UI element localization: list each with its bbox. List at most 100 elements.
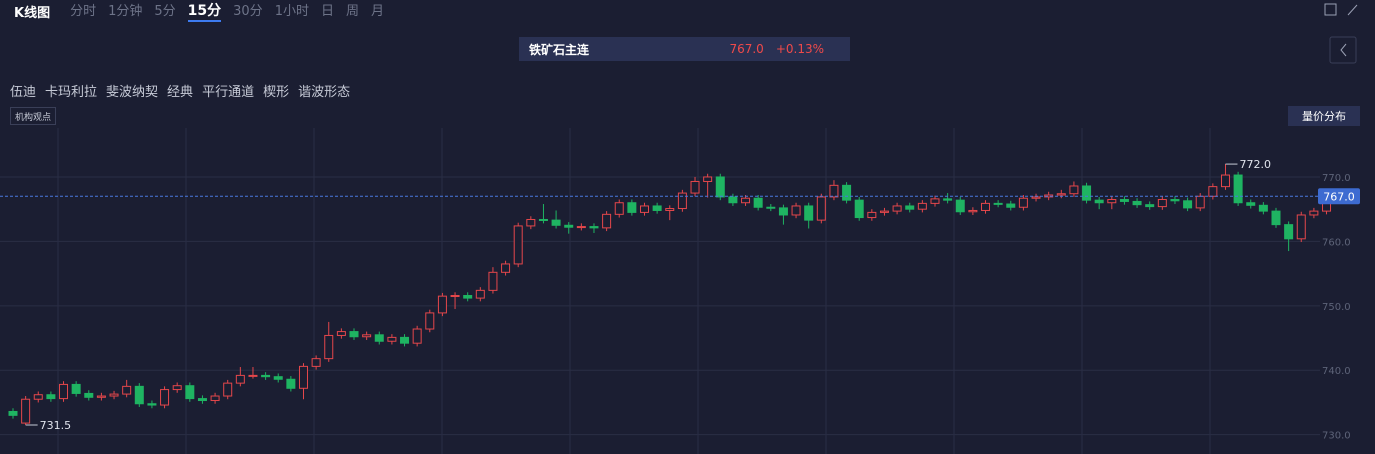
side-button[interactable]: 量价分布 <box>1288 106 1360 126</box>
candle-body <box>1145 204 1155 208</box>
candle-body <box>400 336 410 344</box>
tools: 伍迪 卡玛利拉 斐波纳契 经典 平行通道 楔形 谐波形态 <box>10 81 350 100</box>
candle-body <box>122 385 132 395</box>
candle-body <box>993 202 1003 205</box>
candle-body <box>134 385 144 405</box>
tool[interactable]: 平行通道 <box>202 85 255 100</box>
candle-body <box>261 374 271 378</box>
tag[interactable]: 机构观点 <box>10 107 57 125</box>
candle-body <box>741 197 751 204</box>
candle-body <box>71 383 81 394</box>
candle-body <box>589 226 599 229</box>
candle-body <box>1233 174 1243 204</box>
annotation-label: 772.0 <box>1239 158 1271 171</box>
candle-body <box>1296 214 1306 240</box>
candle-body <box>336 331 346 336</box>
chart-type[interactable]: K线图 <box>14 5 51 21</box>
candle-body <box>501 263 511 273</box>
candle-body <box>652 205 662 211</box>
candle-body <box>1309 210 1319 216</box>
candle-body <box>349 331 359 338</box>
candle-body <box>33 394 43 400</box>
period-tab[interactable]: 30分 <box>233 4 263 19</box>
y-tick-label: 750.0 <box>1322 302 1351 313</box>
candle-body <box>715 176 725 198</box>
candle-body <box>1132 200 1142 206</box>
candle-body <box>766 206 776 209</box>
candle-body <box>829 184 839 198</box>
y-tick-label: 770.0 <box>1322 173 1351 184</box>
candle-body <box>955 199 965 213</box>
candle-body <box>1170 199 1180 202</box>
candle-body <box>21 398 31 424</box>
symbol-name: 铁矿石主连 <box>529 42 590 57</box>
candle-body <box>930 198 940 204</box>
collapse-icon <box>1340 43 1347 57</box>
candle-body <box>475 289 485 299</box>
candle-body <box>576 226 586 229</box>
symbol-box[interactable]: 铁矿石主连 767.0 +0.13% <box>519 37 850 61</box>
period-tab[interactable]: 1分钟 <box>108 4 143 19</box>
period-tab[interactable]: 5分 <box>154 4 176 19</box>
current-price-box <box>1318 188 1360 205</box>
candle-body <box>96 395 106 398</box>
candle-body <box>1271 210 1281 226</box>
candle-body <box>8 410 18 416</box>
tool[interactable]: 斐波纳契 <box>106 85 159 100</box>
tool[interactable]: 卡玛利拉 <box>45 85 98 100</box>
symbol-price: 767.0 <box>729 42 764 56</box>
candle-body <box>387 336 397 342</box>
candle-body <box>1220 174 1230 188</box>
candle-body <box>1183 200 1193 209</box>
candle-body <box>412 328 422 344</box>
candle-body <box>627 202 637 213</box>
tool[interactable]: 楔形 <box>263 85 290 100</box>
candle-body <box>677 192 687 210</box>
candle-body <box>905 205 915 210</box>
candle-body <box>248 374 258 377</box>
candle-body <box>564 224 574 228</box>
period-tab[interactable]: 1小时 <box>274 4 309 19</box>
expand-icon[interactable] <box>1347 4 1358 16</box>
candle-body <box>640 205 649 213</box>
candle-body <box>791 205 801 216</box>
candle-body <box>943 198 953 201</box>
candle-body <box>298 365 308 389</box>
candle-body <box>690 180 700 194</box>
candle-body <box>1056 193 1066 196</box>
candle-body <box>374 334 384 342</box>
candle-body <box>513 225 523 265</box>
tool[interactable]: 伍迪 <box>10 85 37 100</box>
candle-body <box>235 374 245 384</box>
candle-body <box>1284 224 1294 240</box>
candle-body <box>425 312 435 330</box>
candle-body <box>286 378 296 389</box>
current-price-label: 767.0 <box>1323 190 1355 203</box>
period-tab[interactable]: 15分 <box>187 0 222 22</box>
candle-body <box>551 219 561 226</box>
tool[interactable]: 经典 <box>167 85 194 100</box>
candle-body <box>602 213 612 229</box>
y-tick-label: 760.0 <box>1322 237 1351 248</box>
candle-body <box>450 295 460 298</box>
period-tab[interactable]: 周 <box>345 4 359 19</box>
collapse-button[interactable] <box>1329 36 1357 64</box>
candle-body <box>842 184 852 201</box>
candle-body <box>84 392 94 398</box>
candle-body <box>1031 196 1041 199</box>
tool[interactable]: 谐波形态 <box>298 85 351 100</box>
candle-body <box>273 376 283 380</box>
candle-body <box>1069 185 1079 195</box>
periods: 分时 1分钟 5分 15分 30分 1小时日周月 <box>70 0 396 22</box>
period-tab[interactable]: 分时 <box>70 4 97 19</box>
candle-body <box>59 383 69 400</box>
period-tab[interactable]: 月 <box>371 4 385 19</box>
candle-body <box>1094 199 1104 204</box>
toolbar: K线图 分时 1分钟 5分 15分 30分 1小时日周月 <box>0 0 396 22</box>
symbol-change: +0.13% <box>775 42 824 56</box>
period-tab[interactable]: 日 <box>320 4 334 19</box>
layout-icon[interactable] <box>1324 3 1337 16</box>
candle-body <box>892 205 902 212</box>
candle-body <box>324 334 334 360</box>
